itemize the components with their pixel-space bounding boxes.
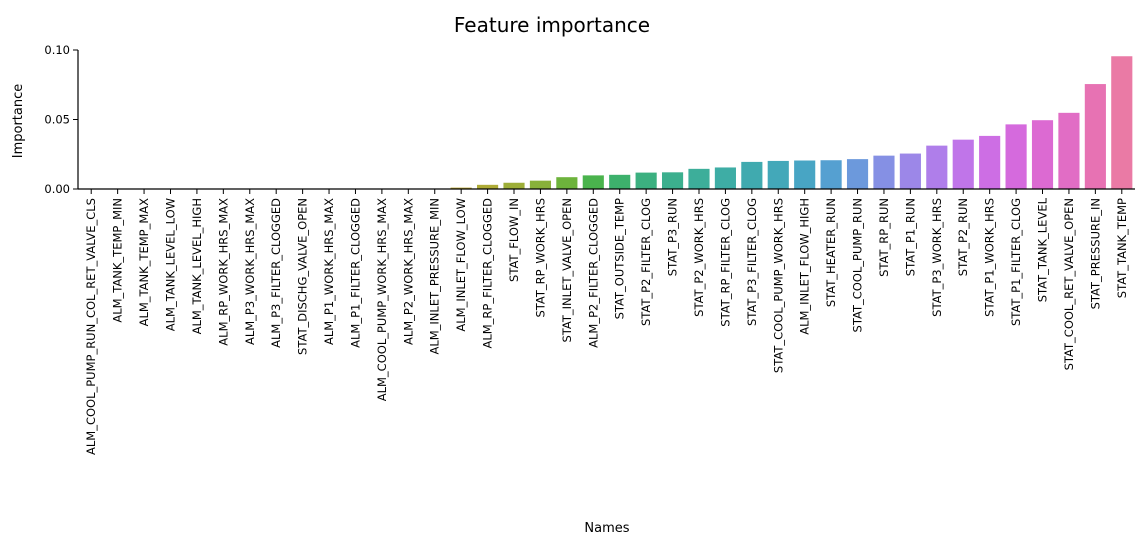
- bar: [714, 167, 736, 189]
- x-tick-label: STAT_P2_WORK_HRS: [692, 198, 706, 317]
- bar: [926, 145, 948, 189]
- x-tick-label: STAT_TANK_LEVEL: [1036, 197, 1050, 302]
- x-axis-label: Names: [584, 521, 629, 536]
- bar: [1005, 124, 1027, 189]
- x-tick-label: STAT_PRESSURE_IN: [1088, 198, 1102, 309]
- x-tick-label: STAT_FLOW_IN: [507, 198, 521, 282]
- x-tick-label: STAT_P2_RUN: [956, 198, 970, 276]
- bar: [556, 177, 578, 189]
- x-tick-label: STAT_P1_FILTER_CLOG: [1009, 198, 1023, 326]
- x-tick-label: STAT_RP_FILTER_CLOG: [718, 198, 732, 327]
- x-tick-label: ALM_P3_FILTER_CLOGGED: [269, 198, 283, 348]
- plot-area: 0.00 0.05 0.10 ALM_COOL_PUMP_RUN_COL_RET_VA…: [44, 43, 1135, 455]
- bar: [635, 172, 657, 189]
- bar: [873, 155, 895, 189]
- x-tick-label: STAT_P3_FILTER_CLOG: [745, 198, 759, 326]
- bar: [1031, 120, 1054, 189]
- x-tick-label: STAT_P3_WORK_HRS: [930, 198, 944, 317]
- x-tick-label: STAT_COOL_PUMP_WORK_HRS: [771, 198, 785, 373]
- bar: [952, 139, 974, 189]
- bar: [741, 161, 763, 189]
- x-tick-label: STAT_TANK_TEMP: [1115, 198, 1129, 298]
- x-tick-label: STAT_P2_FILTER_CLOG: [639, 198, 653, 326]
- x-tick-label: ALM_INLET_PRESSURE_MIN: [428, 198, 442, 355]
- y-tick-label: 0.00: [44, 182, 70, 196]
- x-tick-label: STAT_P1_RUN: [903, 198, 917, 276]
- bar: [794, 160, 816, 189]
- x-tick-label: ALM_P3_WORK_HRS_MAX: [243, 198, 257, 345]
- x-tick-label: ALM_COOL_PUMP_RUN_COL_RET_VALVE_CLS: [84, 198, 98, 455]
- bar: [661, 172, 684, 189]
- x-tick-label: ALM_TANK_TEMP_MAX: [137, 198, 151, 327]
- bar: [846, 159, 869, 189]
- x-tick-label: ALM_P2_FILTER_CLOGGED: [586, 198, 600, 348]
- bar: [477, 184, 499, 189]
- x-tick-label: STAT_P3_RUN: [666, 198, 680, 276]
- bar: [582, 175, 604, 189]
- x-tick-label: ALM_TANK_LEVEL_LOW: [163, 198, 177, 331]
- chart-title: Feature importance: [454, 13, 650, 37]
- bar: [1084, 84, 1106, 189]
- x-tick-label: STAT_HEATER_RUN: [824, 198, 838, 307]
- bar: [450, 187, 472, 189]
- x-tick-label: ALM_P2_WORK_HRS_MAX: [401, 198, 415, 345]
- x-tick-label: ALM_TANK_LEVEL_HIGH: [190, 198, 204, 334]
- x-tick-label: ALM_P1_FILTER_CLOGGED: [348, 198, 362, 348]
- bar: [609, 174, 631, 189]
- bar: [503, 182, 525, 189]
- x-tick-label: STAT_P1_WORK_HRS: [983, 198, 997, 317]
- bar: [1111, 56, 1133, 189]
- x-tick-label: STAT_COOL_RET_VALVE_OPEN: [1062, 198, 1076, 370]
- bar: [1058, 112, 1080, 189]
- bar: [979, 135, 1001, 189]
- x-tick-label: ALM_RP_FILTER_CLOGGED: [481, 198, 495, 349]
- x-tick-label: ALM_RP_WORK_HRS_MAX: [216, 198, 230, 346]
- x-tick-label: STAT_INLET_VALVE_OPEN: [560, 198, 574, 343]
- bar: [820, 160, 842, 189]
- x-tick-label: ALM_P1_WORK_HRS_MAX: [322, 198, 336, 345]
- bar: [899, 153, 921, 189]
- x-tick-label: STAT_RP_RUN: [877, 198, 891, 277]
- x-tick-label: ALM_INLET_FLOW_HIGH: [798, 198, 812, 335]
- x-tick-label: STAT_COOL_PUMP_RUN: [851, 198, 865, 332]
- y-tick-label: 0.05: [44, 113, 70, 127]
- x-tick-label: STAT_RP_WORK_HRS: [533, 198, 547, 318]
- bar: [529, 180, 552, 189]
- x-tick-label: ALM_COOL_PUMP_WORK_HRS_MAX: [375, 198, 389, 401]
- x-tick-label: STAT_DISCHG_VALVE_OPEN: [296, 198, 310, 355]
- bar: [767, 160, 789, 189]
- x-tick-label: ALM_TANK_TEMP_MIN: [111, 198, 125, 323]
- bar: [688, 168, 710, 189]
- x-tick-label: ALM_INLET_FLOW_LOW: [454, 198, 468, 332]
- y-tick-label: 0.10: [44, 43, 70, 57]
- y-axis-label: Importance: [11, 84, 26, 159]
- x-tick-label: STAT_OUTSIDE_TEMP: [613, 198, 627, 319]
